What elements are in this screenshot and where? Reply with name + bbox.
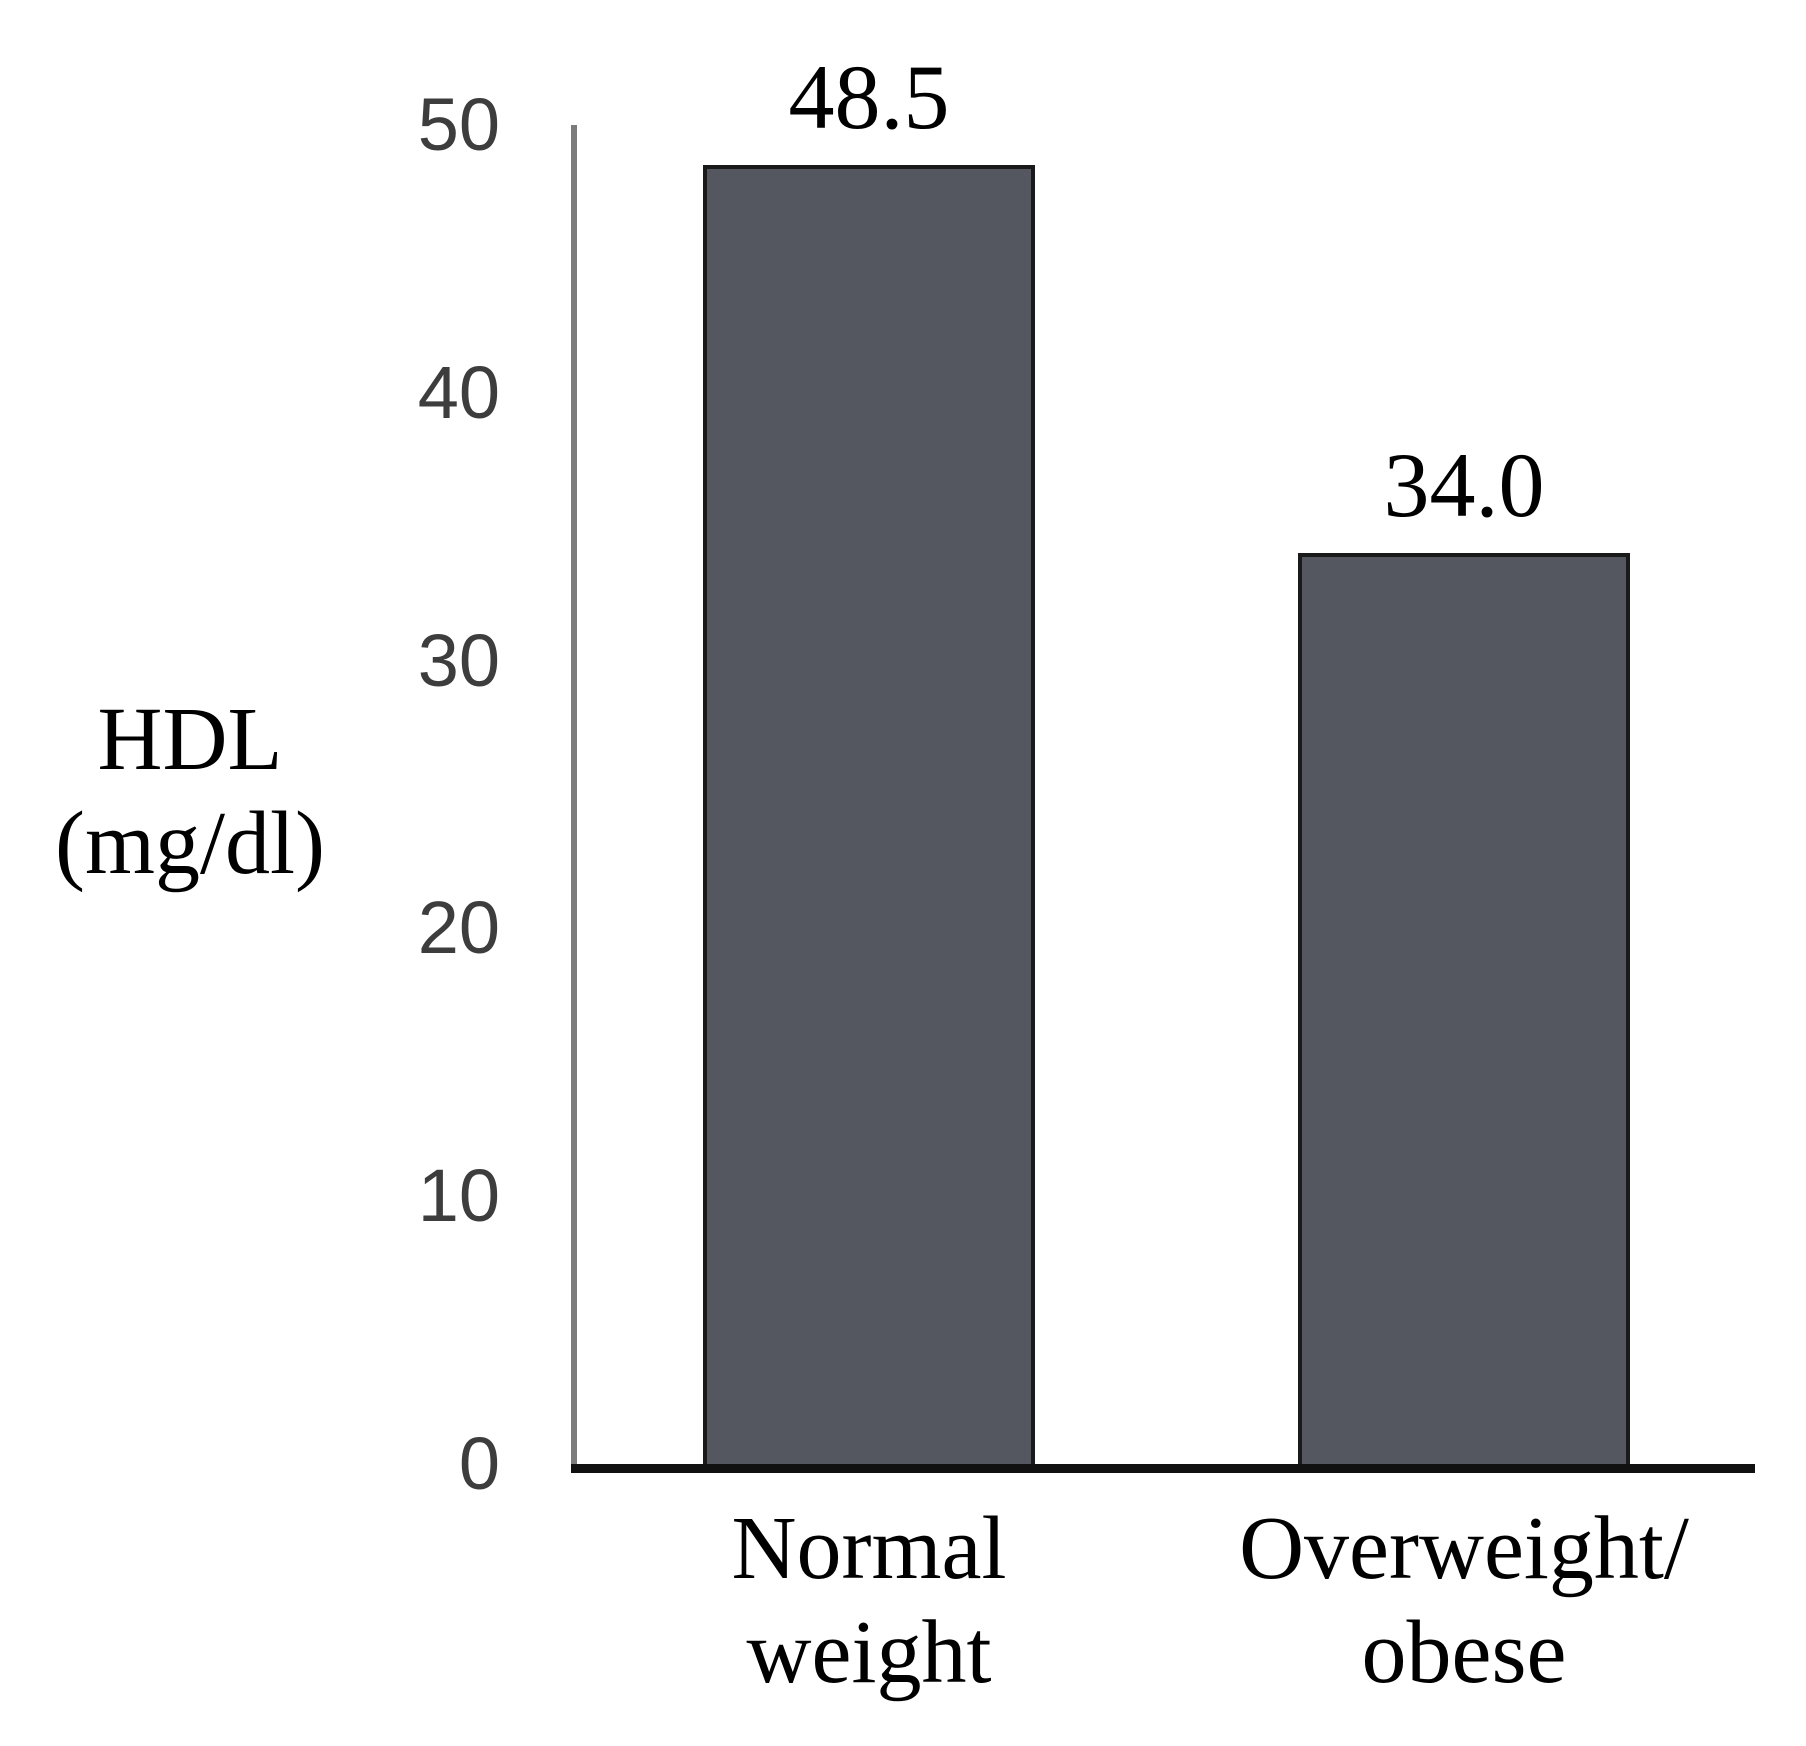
x-axis-line	[571, 1464, 1755, 1473]
y-axis-title-line1: HDL	[97, 690, 283, 789]
x-category-label-line: Normal	[731, 1499, 1007, 1598]
x-category-label: Normal weight	[549, 1497, 1189, 1705]
bar-normal-weight	[703, 165, 1035, 1464]
y-tick-label: 50	[417, 83, 500, 166]
y-tick-label: 10	[417, 1154, 500, 1238]
x-category-label: Overweight/obese	[1144, 1497, 1784, 1705]
y-tick-label: 0	[458, 1422, 500, 1505]
x-category-label-line: weight	[746, 1603, 992, 1702]
y-axis-title-line2: (mg/dl)	[55, 794, 325, 893]
bar-value-label: 48.5	[788, 46, 950, 149]
x-category-label-line: obese	[1361, 1603, 1567, 1702]
y-tick-label: 20	[417, 886, 500, 970]
bar-overweight-obese	[1298, 553, 1630, 1464]
bar-value-label: 34.0	[1383, 434, 1545, 537]
y-tick-label: 30	[417, 618, 500, 702]
y-axis-title: HDL (mg/dl)	[8, 688, 372, 896]
y-tick-label: 40	[417, 350, 500, 434]
x-category-label-line: Overweight/	[1239, 1499, 1689, 1598]
y-axis-line	[571, 125, 577, 1464]
